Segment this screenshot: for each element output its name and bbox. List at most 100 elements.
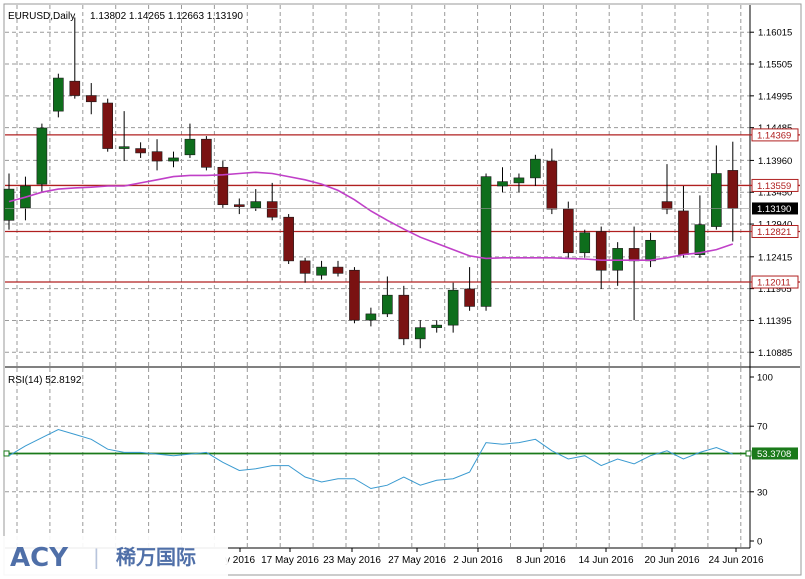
candle-body xyxy=(201,138,212,168)
candle-body xyxy=(102,102,113,149)
candle xyxy=(431,320,443,333)
candle xyxy=(365,307,377,327)
price-tick-label: 1.13960 xyxy=(758,156,792,167)
candle-body xyxy=(431,324,443,328)
candle xyxy=(135,142,146,158)
candle-body xyxy=(184,138,196,156)
candle-body xyxy=(513,177,525,184)
rsi-level-tag-label: 53.3708 xyxy=(757,449,791,460)
time-tick-label: 23 May 2016 xyxy=(323,555,381,566)
level-tag-box xyxy=(751,275,799,289)
time-tick-label: y 2016 xyxy=(225,555,255,566)
candle xyxy=(69,17,81,99)
logo-brand-text: ACY xyxy=(10,543,69,573)
price-tick-label: 1.15505 xyxy=(758,60,792,71)
candle-body xyxy=(546,160,558,210)
candle xyxy=(562,201,574,258)
candle xyxy=(316,260,327,280)
candle xyxy=(36,123,48,193)
candle-body xyxy=(464,288,475,307)
logo-separator: | xyxy=(93,545,100,569)
rsi-line xyxy=(8,428,733,490)
candle xyxy=(266,182,278,221)
candle-body xyxy=(85,95,97,103)
level-tag-label: 1.12011 xyxy=(757,278,791,289)
level-tag-label: 1.12821 xyxy=(757,227,791,238)
time-tick-label: 20 Jun 2016 xyxy=(644,555,699,566)
candle xyxy=(595,226,607,289)
candle-body xyxy=(266,201,278,218)
time-tick-label: 8 Jun 2016 xyxy=(516,555,566,566)
candle xyxy=(530,154,541,186)
price-tick-label: 1.13450 xyxy=(758,188,792,199)
candle-body xyxy=(250,201,262,209)
chart-symbol-label: EURUSD,Daily xyxy=(8,11,75,22)
candle-body xyxy=(53,77,64,112)
rsi-tick-label: 100 xyxy=(757,373,773,384)
price-tick-label: 1.11395 xyxy=(758,316,792,327)
acy-logo: ACY | 稀万国际 xyxy=(0,536,228,579)
candle xyxy=(299,257,311,283)
candle-body xyxy=(447,289,459,326)
candle-body xyxy=(365,313,377,321)
candle-body xyxy=(217,166,229,206)
candle xyxy=(184,123,196,158)
candle xyxy=(349,267,360,324)
time-tick-label: 17 May 2016 xyxy=(261,555,319,566)
candle-body xyxy=(382,294,393,315)
candle xyxy=(447,282,459,333)
rsi-tick-label: 30 xyxy=(757,487,768,498)
candle-body xyxy=(299,260,311,274)
candle-body xyxy=(151,151,163,162)
candle-body xyxy=(118,146,130,149)
candle xyxy=(464,267,475,311)
candle xyxy=(332,260,344,277)
candle-body xyxy=(579,232,591,254)
candle-body xyxy=(645,239,656,262)
time-tick-label: 27 May 2016 xyxy=(388,555,446,566)
level-tag-box xyxy=(751,128,799,142)
rsi-tick-label: 70 xyxy=(757,422,768,433)
candle-body xyxy=(234,204,245,207)
rsi-level-line: 53.3708 xyxy=(3,447,798,460)
current-price-box xyxy=(752,202,798,215)
candle xyxy=(53,73,64,118)
candle xyxy=(234,198,245,215)
time-tick-label: 2 Jun 2016 xyxy=(453,555,503,566)
ohlc-readout: 1.13802 1.14265 1.12663 1.13190 xyxy=(90,11,243,22)
candle xyxy=(612,242,623,286)
candle xyxy=(102,98,113,152)
candle xyxy=(694,195,706,258)
candle-body xyxy=(414,327,426,340)
candle xyxy=(480,173,492,311)
rsi-level-tag-box xyxy=(752,447,798,460)
candle xyxy=(661,164,673,215)
candle-body xyxy=(727,170,739,209)
candle xyxy=(201,136,212,171)
candle-body xyxy=(398,294,410,340)
price-tick-label: 1.11905 xyxy=(758,284,792,295)
candle xyxy=(85,83,97,115)
level-tag-label: 1.13559 xyxy=(757,181,791,192)
candle xyxy=(711,145,722,230)
candle-body xyxy=(168,157,179,162)
price-tick-label: 1.10885 xyxy=(758,348,792,359)
current-price-tag: 1.13190 xyxy=(5,202,798,215)
candle-body xyxy=(711,173,722,227)
candle-body xyxy=(530,158,541,179)
candle-body xyxy=(283,216,294,262)
moving-average-line xyxy=(8,171,734,261)
rsi-level-handle-left xyxy=(3,450,10,457)
candle-body xyxy=(36,127,48,185)
price-tick-label: 1.12415 xyxy=(758,252,792,263)
candle xyxy=(513,173,525,193)
rsi-header-label: RSI(14) 52.8192 xyxy=(8,375,82,386)
candle-body xyxy=(3,188,15,221)
candle-body xyxy=(595,231,607,271)
chart-border xyxy=(3,3,802,576)
level-tag-box xyxy=(751,178,799,192)
candle xyxy=(250,189,262,211)
candle xyxy=(283,214,294,264)
